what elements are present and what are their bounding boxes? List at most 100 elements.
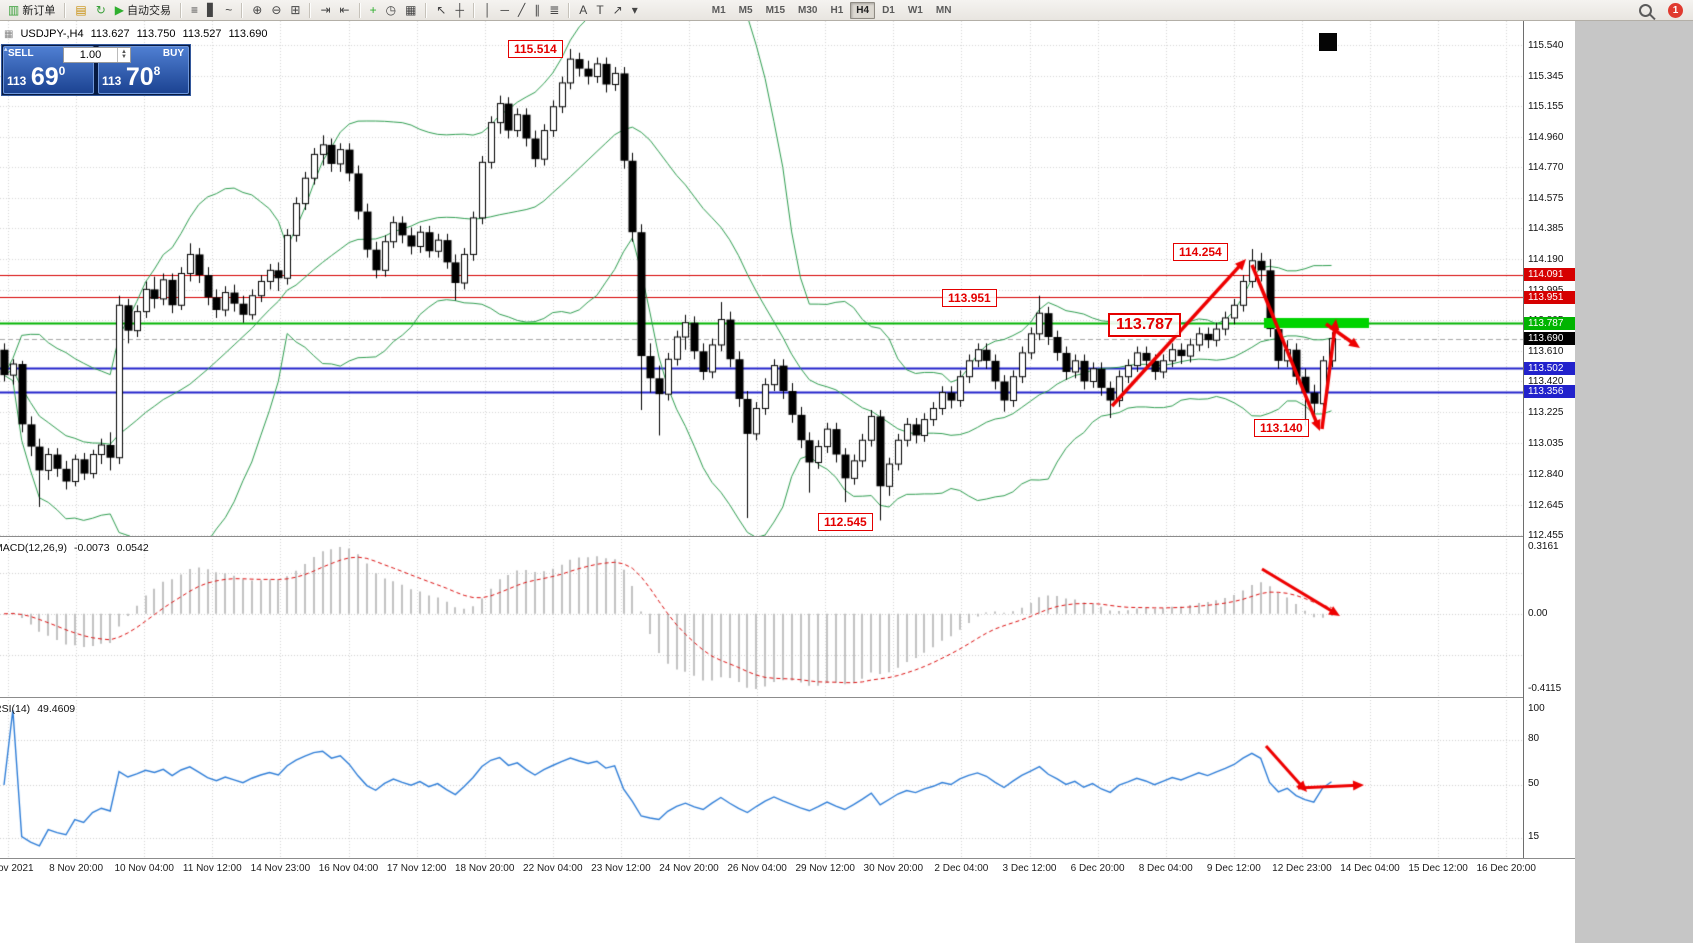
price-axis: 115.540 115.345 115.155 114.960 114.770 114.5… (1523, 21, 1575, 858)
refresh-icon: ↻ (95, 3, 106, 17)
time-axis-label: 22 Nov 04:00 (523, 863, 583, 874)
rsi-label: RSI(14) 49.4609 (0, 703, 75, 715)
sell-price: 113 690 (7, 63, 65, 92)
macd-label: MACD(12,26,9) -0.0073 0.0542 (0, 542, 149, 554)
indicators-button[interactable]: + (366, 2, 381, 18)
price-axis-label: 114.385 (1528, 223, 1564, 235)
macd-axis-label: 0.3161 (1528, 541, 1559, 552)
cursor-button[interactable]: ↖ (432, 2, 450, 18)
channel-icon: ∥ (534, 3, 541, 17)
notification-badge[interactable]: 1 (1668, 2, 1683, 18)
templates-icon: ▦ (405, 3, 417, 17)
time-axis-label: 24 Nov 20:00 (659, 863, 719, 874)
zoom-out-button[interactable]: ⊖ (267, 2, 285, 18)
time-axis-label: 23 Nov 12:00 (591, 863, 651, 874)
vertical-line-button[interactable]: │ (480, 2, 496, 18)
horizontal-line-button[interactable]: ─ (496, 2, 513, 18)
crosshair-button[interactable]: ┼ (451, 2, 468, 18)
chart-window-icon: ▦ (4, 28, 14, 40)
price-axis-label: 113.610 (1528, 346, 1564, 358)
objects-dropdown-button[interactable]: ▾ (628, 2, 642, 18)
timeframe-h4-button[interactable]: H4 (850, 1, 876, 19)
line-chart-button[interactable]: ~ (221, 2, 236, 18)
time-axis-label: 30 Nov 20:00 (863, 863, 924, 874)
toolbar-separator (358, 2, 361, 18)
chart-shift-button[interactable]: ⇤ (336, 2, 354, 18)
zoom-out-icon: ⊖ (271, 3, 282, 17)
annotation-112.545[interactable]: 112.545 (818, 513, 873, 531)
panel-separator[interactable] (0, 536, 1523, 539)
price-axis-label: 112.840 (1528, 468, 1564, 480)
volume-down-icon[interactable]: ▼ (121, 54, 127, 60)
chart-workspace: ▦ USDJPY-,H4 113.627 113.750 113.527 113… (0, 21, 1693, 943)
price-chart-canvas[interactable] (0, 21, 1523, 536)
annotation-114.254[interactable]: 114.254 (1173, 243, 1228, 261)
timeframe-m15-button[interactable]: M15 (765, 4, 786, 16)
trendline-button[interactable]: ╱ (514, 2, 529, 18)
one-click-trading-panel: ▴ SELL 113 690 ▲ ▼ (1, 44, 191, 96)
auto-trading-label: 自动交易 (126, 5, 171, 17)
search-icon[interactable] (1639, 3, 1652, 17)
time-axis-label: 15 Dec 12:00 (1408, 863, 1468, 874)
price-axis-label: 112.455 (1528, 529, 1564, 541)
arrows-tool-button[interactable]: ↗ (609, 2, 627, 18)
volume-up-icon[interactable]: ▲ (121, 49, 127, 55)
timeframe-m1-button[interactable]: M1 (711, 4, 726, 16)
tile-windows-icon: ⊞ (290, 3, 301, 17)
collapse-arrow-icon[interactable]: ▴ (4, 46, 8, 53)
chart-high: 113.750 (136, 28, 176, 40)
charts-profile-icon: ▤ (75, 3, 87, 17)
chart-open: 113.627 (90, 28, 130, 40)
new-order-button[interactable]: ▥ 新订单 (4, 0, 59, 20)
text-label-icon: T (596, 3, 604, 17)
templates-button[interactable]: ▦ (401, 2, 420, 18)
toolbar: ▥ 新订单 ▤ ↻ ▶ 自动交易 ≡ ▋ ~ ⊕ ⊖ ⊞ ⇥ ⇤ + ◷ ▦ ↖ ┼ │ ─ ╱ ∥ ≣ A T ↗ ▾ M1 M5 M1… (0, 0, 1693, 21)
timeframe-mn-button[interactable]: MN (935, 4, 952, 16)
line-chart-icon: ~ (225, 3, 233, 17)
channel-button[interactable]: ∥ (530, 2, 544, 18)
chart-title: ▦ USDJPY-,H4 113.627 113.750 113.527 113… (4, 28, 267, 40)
macd-value-main: -0.0073 (73, 542, 110, 554)
buy-price-big: 70 (125, 63, 154, 91)
rsi-axis-label: 80 (1528, 733, 1540, 744)
price-axis-label: 113.225 (1528, 407, 1564, 419)
auto-scroll-button[interactable]: ⇥ (316, 2, 334, 18)
price-tag-113.951: 113.951 (1524, 290, 1575, 304)
annotation-115.514[interactable]: 115.514 (508, 40, 563, 58)
timeframe-m30-button[interactable]: M30 (798, 4, 818, 16)
chart-close: 113.690 (228, 28, 268, 40)
trendline-icon: ╱ (518, 3, 526, 17)
volume-input[interactable] (64, 48, 117, 62)
periods-button[interactable]: ◷ (382, 2, 400, 18)
timeframe-d1-button[interactable]: D1 (882, 4, 895, 16)
timeframe-m5-button[interactable]: M5 (738, 4, 753, 16)
annotation-113.951[interactable]: 113.951 (942, 289, 997, 307)
rsi-axis-label: 15 (1528, 830, 1540, 842)
bottom-empty-strip (0, 881, 1575, 943)
rsi-canvas[interactable] (0, 700, 1523, 858)
annotation-113.140[interactable]: 113.140 (1254, 419, 1309, 437)
fibonacci-icon: ≣ (549, 3, 560, 17)
text-label-button[interactable]: T (592, 2, 607, 18)
timeframe-w1-button[interactable]: W1 (907, 4, 923, 16)
rsi-panel: RSI(14) 49.4609 (0, 700, 1523, 858)
text-button[interactable]: A (575, 2, 591, 18)
macd-canvas[interactable] (0, 539, 1523, 697)
panel-separator[interactable] (0, 697, 1523, 700)
periods-icon: ◷ (385, 3, 397, 17)
tile-windows-button[interactable]: ⊞ (286, 2, 304, 18)
candlestick-chart-button[interactable]: ▋ (203, 2, 220, 18)
auto-trading-button[interactable]: ▶ 自动交易 (111, 0, 175, 20)
timeframe-h1-button[interactable]: H1 (830, 4, 844, 16)
fibonacci-button[interactable]: ≣ (545, 2, 563, 18)
bar-chart-button[interactable]: ≡ (187, 2, 202, 18)
zoom-in-button[interactable]: ⊕ (248, 2, 266, 18)
refresh-button[interactable]: ↻ (92, 2, 110, 18)
text-icon: A (579, 3, 588, 17)
price-tag-114.091: 114.091 (1524, 268, 1575, 282)
charts-profile-button[interactable]: ▤ (71, 2, 90, 18)
annotation-113.787[interactable]: 113.787 (1108, 313, 1181, 337)
black-box-marker[interactable] (1319, 33, 1337, 51)
time-axis-label: 8 Nov 20:00 (49, 863, 104, 874)
buy-label: BUY (162, 48, 184, 59)
